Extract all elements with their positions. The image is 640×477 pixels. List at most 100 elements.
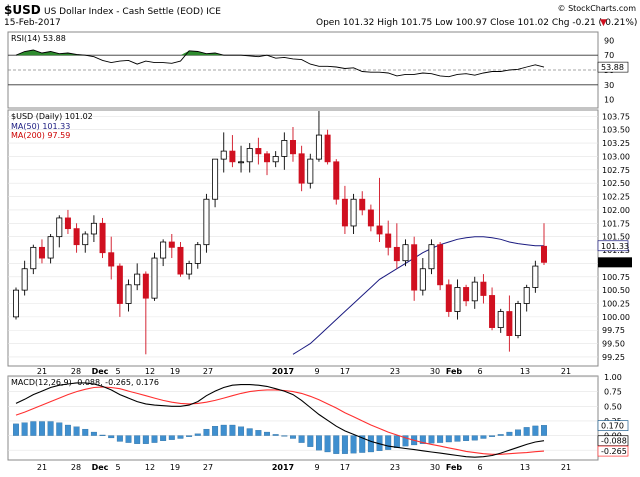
rsi-tick-label: 10 — [604, 96, 614, 105]
x-tick-label: 9 — [314, 367, 319, 376]
x-tick-label: 13 — [520, 367, 530, 376]
macd-histogram-bar — [108, 435, 115, 439]
x-tick-label: 12 — [145, 367, 155, 376]
candle-body — [82, 233, 89, 246]
rsi-last-label: 53.88 — [601, 63, 624, 72]
candle-body — [220, 150, 227, 160]
macd-histogram-bar — [13, 423, 19, 436]
candle-body — [203, 198, 210, 246]
rsi-tick-label: 70 — [604, 51, 614, 60]
candle-body — [64, 217, 71, 230]
macd-last-badge — [597, 435, 629, 447]
macd-histogram-bar — [359, 435, 366, 453]
macd-histogram-bar — [350, 435, 357, 454]
candle-body — [281, 140, 288, 157]
candle-body — [151, 257, 158, 299]
chart-date: 15-Feb-2017 — [4, 18, 61, 28]
candle-body — [480, 281, 487, 296]
candle-body — [428, 244, 435, 270]
x-tick-label: 12 — [145, 463, 155, 472]
macd-histogram-bar — [73, 426, 80, 436]
candle-body — [90, 222, 97, 235]
instrument-name: US Dollar Index - Cash Settle (EOD) ICE — [44, 7, 221, 17]
candle-body — [212, 158, 219, 200]
price-tick-label: 100.00 — [602, 313, 630, 322]
price-tick-label: 102.25 — [602, 193, 630, 202]
macd-histogram-bar — [151, 435, 158, 443]
x-tick-label: 19 — [170, 463, 180, 472]
candle-body — [497, 311, 504, 328]
rsi-last-badge — [597, 61, 629, 73]
macd-histogram-bar — [515, 429, 521, 436]
price-tick-label: 102.50 — [602, 179, 630, 188]
macd-hist-last-label: 0.170 — [601, 422, 624, 431]
macd-histogram-bar — [307, 435, 314, 447]
macd-tick-label: 0.50 — [604, 402, 622, 411]
macd-histogram-bar — [367, 435, 374, 453]
macd-legend: MACD(12,26,9) -0.088, -0.265, 0.176 — [11, 378, 159, 387]
ma50-line — [292, 236, 544, 355]
x-tick-label: 21 — [561, 367, 571, 376]
macd-histogram-bar — [82, 428, 89, 436]
price-panel: 99.25 99.50 99.75 100.00 100.25 100.50 100.75 1… — [7, 109, 632, 367]
macd-histogram-bar — [341, 435, 348, 454]
candle-body — [333, 161, 340, 200]
ma50-last-badge — [597, 240, 629, 252]
macd-histogram-bar — [419, 435, 426, 444]
macd-line — [15, 382, 545, 458]
price-tick-label: 101.50 — [602, 233, 630, 242]
candle-body — [385, 233, 392, 248]
x-tick-label: 5 — [115, 367, 120, 376]
macd-histogram-bar — [272, 434, 279, 436]
x-tick-label: 9 — [314, 463, 319, 472]
macd-histogram-bar — [39, 421, 45, 436]
price-tick-label: 103.75 — [602, 112, 630, 121]
macd-histogram-bar — [194, 433, 201, 436]
macd-histogram-bar — [168, 435, 175, 440]
macd-histogram-bar — [428, 435, 435, 444]
x-tick-label: 23 — [390, 463, 400, 472]
macd-histogram-bar — [203, 428, 210, 436]
candle-body — [541, 245, 547, 263]
x-tick-label: 19 — [170, 367, 180, 376]
macd-histogram-bar — [134, 435, 141, 444]
macd-histogram-bar — [30, 421, 37, 436]
x-tick-label: 13 — [520, 463, 530, 472]
macd-histogram-bar — [532, 425, 539, 436]
candle-body — [411, 244, 418, 291]
macd-histogram-bar — [445, 435, 452, 443]
rsi-tick-label: 90 — [604, 36, 614, 45]
macd-histogram-bar — [64, 424, 71, 436]
candle-body — [177, 246, 184, 275]
x-tick-label: 23 — [390, 367, 400, 376]
candle-body — [393, 246, 400, 262]
macd-histogram-bar — [489, 435, 496, 437]
macd-histogram-bar — [99, 434, 106, 436]
x-tick-label: 21 — [37, 367, 47, 376]
macd-histogram-bar — [333, 435, 340, 454]
x-tick-label: Dec — [92, 367, 109, 376]
x-tick-label: Feb — [446, 367, 463, 376]
change-down-arrow-icon: ▼ — [600, 18, 607, 28]
price-tick-label: 103.25 — [602, 139, 630, 148]
candle-body — [307, 158, 314, 184]
price-tick-label: 100.50 — [602, 286, 630, 295]
x-tick-label: 21 — [37, 463, 47, 472]
rsi-overbought-fill — [16, 50, 544, 56]
x-tick-label: 17 — [340, 367, 350, 376]
price-tick-label: 100.25 — [602, 300, 630, 309]
macd-tick-label: 0.75 — [604, 388, 622, 397]
x-tick-label: Dec — [92, 463, 109, 472]
rsi-tick-label: 30 — [604, 81, 614, 90]
macd-histogram-bar — [255, 430, 262, 436]
candle-body — [194, 244, 201, 264]
macd-histogram-bar — [385, 435, 392, 450]
candle-body — [30, 246, 37, 270]
price-tick-label: 103.00 — [602, 152, 630, 161]
x-tick-label: 2017 — [272, 463, 294, 472]
candle-body — [445, 284, 452, 312]
macd-histogram-bar — [264, 431, 270, 436]
macd-histogram-bar — [298, 435, 305, 443]
x-tick-label: 21 — [561, 463, 571, 472]
